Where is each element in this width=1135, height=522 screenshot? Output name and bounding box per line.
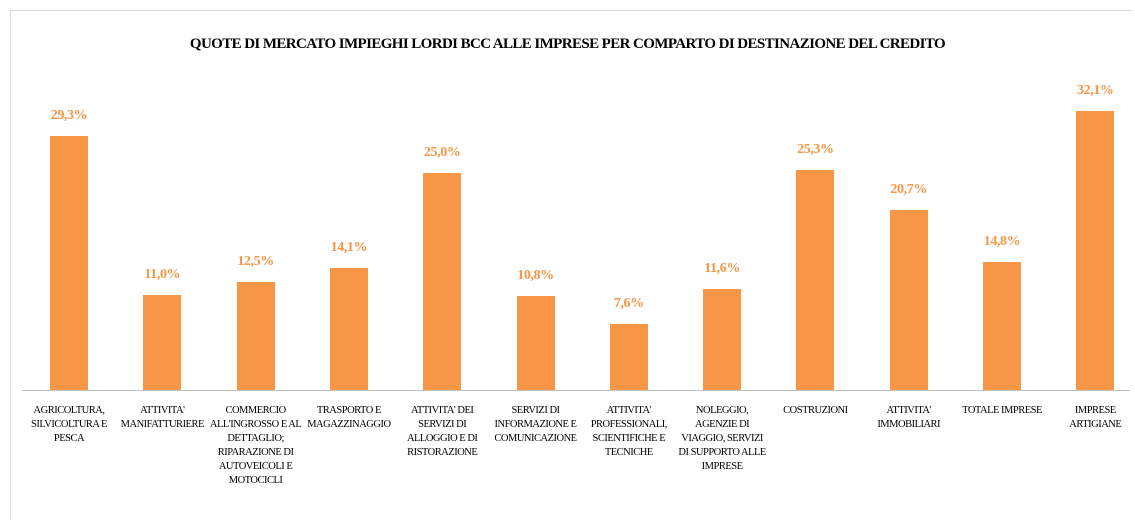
bar xyxy=(329,267,368,390)
x-tick-label: SERVIZI DI INFORMAZIONE E COMUNICAZIONE xyxy=(494,405,577,444)
x-tick-label: TRASPORTO E MAGAZZINAGGIO xyxy=(307,405,391,430)
bar xyxy=(983,261,1021,390)
data-label: 10,8% xyxy=(517,268,554,284)
bar xyxy=(236,281,275,390)
bar xyxy=(796,170,835,390)
x-tick-label: ATTIVITA' MANIFATTURIERE xyxy=(120,405,205,430)
bar xyxy=(516,296,555,390)
chart-title: QUOTE DI MERCATO IMPIEGHI LORDI BCC ALLE… xyxy=(189,36,946,52)
bar xyxy=(50,135,88,390)
data-label: 11,0% xyxy=(144,266,181,282)
data-label: 29,3% xyxy=(50,107,88,123)
x-tick-label: TOTALE IMPRESE xyxy=(962,405,1042,416)
data-label: 32,1% xyxy=(1077,83,1114,99)
chart-frame xyxy=(10,10,1132,520)
x-tick-label: ATTIVITA' PROFESSIONALI, SCIENTIFICHE E … xyxy=(590,405,668,458)
data-label: 25,0% xyxy=(423,145,461,160)
bar xyxy=(609,324,648,390)
x-tick-label: COSTRUZIONI xyxy=(783,405,848,416)
data-label: 25,3% xyxy=(797,142,834,158)
bar xyxy=(143,294,182,390)
data-label: 12,5% xyxy=(237,253,274,269)
x-axis-line xyxy=(22,390,1130,391)
bar xyxy=(423,173,462,390)
data-label: 14,1% xyxy=(330,239,368,255)
bar xyxy=(889,210,928,390)
x-tick-label: COMMERCIO ALL'INGROSSO E AL DETTAGLIO; R… xyxy=(209,405,302,486)
data-label: 14,8% xyxy=(983,233,1021,249)
data-label: 11,6% xyxy=(704,261,740,277)
x-tick-label: ATTIVITA' DEI SERVIZI DI ALLOGGIO E DI R… xyxy=(406,405,478,458)
data-label: 20,7% xyxy=(890,182,927,198)
x-tick-label: ATTIVITA' IMMOBILIARI xyxy=(877,405,941,430)
x-tick-label: AGRICOLTURA, SILVICOLTURA E PESCA xyxy=(31,405,107,444)
x-tick-label: NOLEGGIO, AGENZIE DI VIAGGIO, SERVIZI DI… xyxy=(678,405,766,472)
bar xyxy=(1076,111,1115,390)
bar xyxy=(703,289,742,390)
x-tick-label: IMPRESE ARTIGIANE xyxy=(1069,405,1122,430)
data-label: 7,6% xyxy=(613,296,644,312)
